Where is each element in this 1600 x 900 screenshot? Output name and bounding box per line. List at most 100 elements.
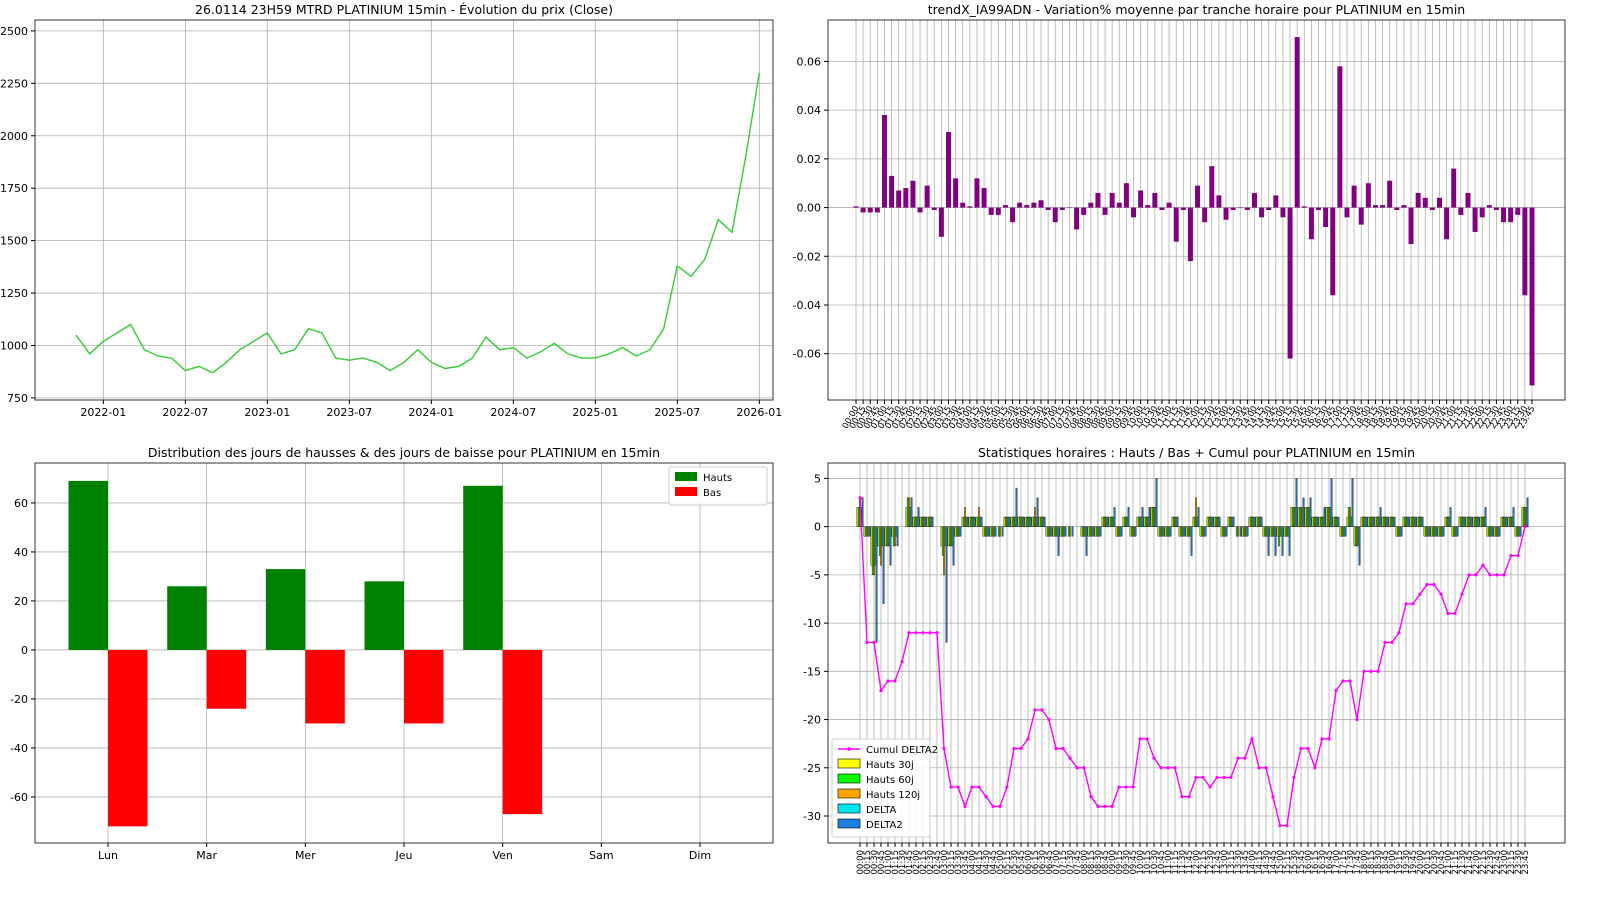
x-tick-label: 20:00	[1416, 850, 1426, 875]
y-tick-label: 0.02	[797, 153, 822, 166]
x-tick-label: 23:15	[1507, 850, 1517, 875]
bar	[1288, 526, 1291, 556]
line-marker	[1383, 640, 1387, 644]
line-marker	[1264, 766, 1268, 770]
bar	[1052, 207, 1058, 223]
bar	[1526, 497, 1529, 527]
y-tick-label: 5	[814, 472, 821, 485]
bar	[953, 178, 959, 208]
x-tick-label: 04:00	[968, 850, 978, 875]
bar	[1038, 200, 1044, 208]
x-tick-label: 14:45	[1269, 850, 1279, 875]
bar	[868, 526, 871, 537]
bar	[1316, 207, 1322, 210]
line-marker	[1362, 669, 1366, 673]
bar	[1435, 526, 1438, 537]
line-marker	[977, 785, 981, 789]
x-tick-label: 17:00	[1332, 850, 1342, 875]
y-tick-label: -0.06	[793, 348, 821, 361]
line-marker	[1390, 640, 1394, 644]
x-tick-label: 08:15	[1087, 850, 1097, 875]
x-tick-label: 07:45	[1073, 850, 1083, 875]
bar	[896, 526, 899, 547]
bar	[1508, 207, 1514, 223]
line-marker	[879, 689, 883, 693]
bar	[1472, 207, 1478, 232]
y-tick-label: 40	[14, 546, 28, 559]
x-tick-label: 01:30	[898, 850, 908, 875]
bar	[945, 526, 948, 643]
line-marker	[1040, 708, 1044, 712]
plot-frame	[827, 19, 1566, 401]
x-tick-label: 21:15	[1451, 850, 1461, 875]
bar	[1057, 526, 1060, 556]
bar	[1351, 185, 1357, 208]
bar	[1092, 526, 1095, 537]
line-marker	[1194, 775, 1198, 780]
x-tick-label: 12:30	[1206, 850, 1216, 875]
bar	[987, 526, 990, 537]
chart-title: trendX_IA99ADN - Variation% moyenne par …	[928, 2, 1465, 17]
y-tick-label: -20	[803, 714, 821, 727]
x-tick-label: 09:15	[1115, 850, 1125, 875]
line-marker	[1243, 756, 1247, 760]
x-tick-label: 2024-07	[490, 406, 536, 419]
line-marker	[1285, 824, 1289, 828]
bar	[896, 190, 902, 208]
x-tick-label: 02:30	[926, 850, 936, 875]
legend-label: Hauts 30j	[866, 760, 914, 771]
x-tick-label: 14:15	[1255, 850, 1265, 875]
line-marker	[970, 785, 974, 789]
line-marker	[1047, 717, 1051, 722]
bar	[952, 526, 955, 566]
y-tick-label: -30	[803, 810, 821, 823]
x-tick-label: 12:45	[1213, 850, 1223, 875]
bar	[1486, 205, 1492, 208]
x-tick-label: 21:45	[1465, 850, 1475, 875]
x-tick-label: 10:45	[1157, 850, 1167, 875]
bar	[1095, 192, 1101, 208]
x-tick-label: 18:45	[1381, 850, 1391, 875]
bar	[1498, 526, 1501, 537]
line-marker	[928, 631, 932, 635]
line-marker	[1278, 824, 1282, 828]
x-tick-label: 13:00	[1220, 850, 1230, 875]
bar	[1428, 526, 1431, 537]
bar	[1024, 205, 1030, 208]
x-tick-label: 02:00	[912, 850, 922, 875]
x-tick-label: 09:45	[1129, 850, 1139, 875]
line-marker	[1054, 746, 1058, 751]
bar	[1387, 180, 1393, 208]
x-tick-label: 03:30	[954, 850, 964, 875]
bar	[1465, 192, 1471, 208]
line-marker	[1075, 766, 1079, 770]
line-marker	[998, 804, 1002, 808]
x-tick-label: 2025-07	[654, 406, 700, 419]
bar	[1358, 526, 1361, 566]
y-tick-label: 0.04	[797, 104, 822, 117]
bar	[1456, 526, 1459, 537]
line-marker	[1397, 631, 1401, 635]
bar	[1308, 207, 1314, 240]
line-marker	[921, 631, 925, 635]
bar	[1246, 526, 1249, 537]
bar	[1386, 516, 1389, 527]
line-marker	[1481, 563, 1485, 567]
bar	[874, 207, 880, 213]
line-marker	[963, 804, 967, 808]
x-tick-label: 03:00	[940, 850, 950, 875]
line-marker	[1474, 573, 1478, 577]
bar	[1501, 207, 1507, 223]
bar	[206, 649, 247, 709]
bar	[981, 188, 987, 208]
x-tick-label: 10:15	[1143, 850, 1153, 875]
bar	[1512, 507, 1515, 527]
bar	[917, 207, 923, 213]
bar	[167, 586, 207, 650]
x-tick-label: 20:30	[1430, 850, 1440, 875]
x-tick-label: 04:30	[982, 850, 992, 875]
line-marker	[1453, 611, 1457, 616]
y-tick-label: 1250	[0, 287, 28, 300]
x-tick-label: 05:30	[1010, 850, 1020, 875]
